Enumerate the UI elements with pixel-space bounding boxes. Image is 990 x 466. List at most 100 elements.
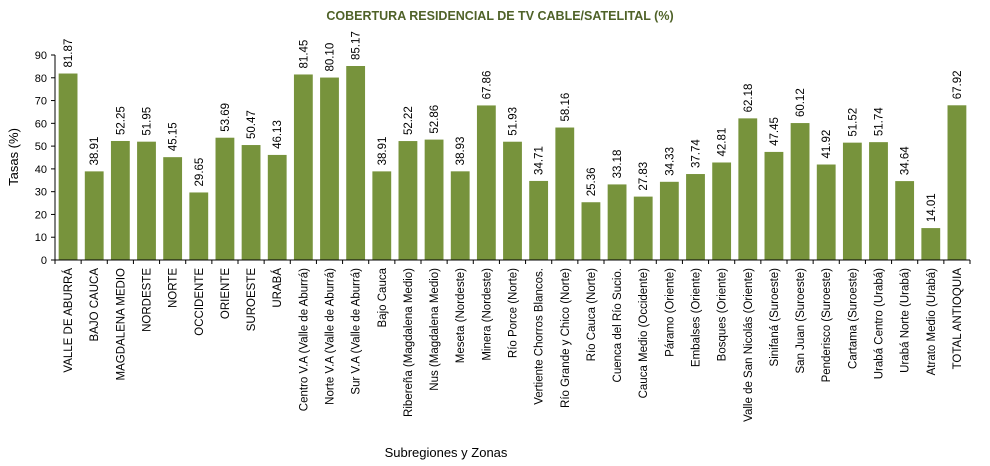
x-tick-label: Valle de San Nicolás (Oriente) xyxy=(743,268,755,422)
x-tick-label: NORTE xyxy=(168,268,180,308)
data-label: 67.92 xyxy=(952,71,964,100)
data-label: 25.36 xyxy=(586,167,598,196)
y-tick-label: 10 xyxy=(35,232,47,244)
x-tick-label: Río Cauca (Norte) xyxy=(586,268,598,361)
x-tick-label: Bajo Cauca xyxy=(377,267,389,327)
x-tick-label: Bosques (Oriente) xyxy=(717,268,729,361)
bar xyxy=(215,137,235,260)
bar xyxy=(58,73,78,260)
data-label: 34.33 xyxy=(664,147,676,176)
data-label: 27.83 xyxy=(638,162,650,191)
bar xyxy=(581,202,601,260)
x-tick-label: Sur V.A (Valle de Aburrá) xyxy=(351,268,363,395)
data-label: 14.01 xyxy=(926,193,938,222)
bar xyxy=(738,118,758,261)
data-label: 46.13 xyxy=(272,120,284,149)
value-labels: 81.87 38.91 52.25 51.95 45.15 29.65 53.69 50.47… xyxy=(63,31,964,222)
bar xyxy=(163,157,183,260)
bar xyxy=(503,141,522,260)
bar xyxy=(712,162,732,260)
x-tick-label: Minera (Nordeste) xyxy=(481,268,493,361)
bar xyxy=(137,141,156,260)
data-label: 52.22 xyxy=(403,106,415,135)
data-label: 41.92 xyxy=(821,130,833,159)
bar xyxy=(921,228,941,260)
bar xyxy=(424,139,444,260)
bar xyxy=(398,141,418,260)
data-label: 51.52 xyxy=(847,108,859,137)
x-tick-label: NORDESTE xyxy=(142,268,154,332)
bar xyxy=(372,171,392,260)
x-tick-label: BAJO CAUCA xyxy=(89,268,101,342)
data-label: 60.12 xyxy=(795,88,807,117)
data-label: 67.86 xyxy=(481,71,493,100)
data-label: 33.18 xyxy=(612,150,624,179)
data-label: 38.93 xyxy=(455,137,467,166)
x-tick-label: TOTAL ANTIOQUIA xyxy=(952,268,964,370)
bar xyxy=(790,123,810,260)
x-tick-label: Cauca Medio (Occidente) xyxy=(638,268,650,399)
data-label: 34.64 xyxy=(900,146,912,175)
x-tick-label: Penderisco (Suroeste) xyxy=(821,268,833,383)
x-tick-label: Atrato Medio (Urabá) xyxy=(926,268,938,376)
data-label: 81.87 xyxy=(63,39,75,68)
x-axis: VALLE DE ABURRÁ BAJO CAUCA MAGDALENA MEDIO… xyxy=(54,259,971,422)
chart-title: COBERTURA RESIDENCIAL DE TV CABLE/SATELI… xyxy=(326,9,673,23)
x-tick-label: Urabá Centro (Urabá) xyxy=(874,268,886,379)
x-tick-label: Río Grande y Chico (Norte) xyxy=(560,268,572,408)
data-label: 45.15 xyxy=(168,122,180,151)
bar xyxy=(241,145,261,260)
bar xyxy=(476,105,496,261)
bar xyxy=(293,74,313,260)
x-tick-label: Meseta (Nordeste) xyxy=(455,268,467,363)
x-axis-title: Subregiones y Zonas xyxy=(385,445,508,460)
x-tick-label: MAGDALENA MEDIO xyxy=(115,268,127,381)
data-label: 58.16 xyxy=(560,93,572,122)
x-tick-label: Sinifaná (Suroeste) xyxy=(769,268,781,367)
data-label: 52.25 xyxy=(115,106,127,135)
bar xyxy=(659,181,679,260)
bar xyxy=(84,171,104,260)
x-tick-label: Cuenca del Río Sucio. xyxy=(612,268,624,382)
x-tick-label: URABÁ xyxy=(271,268,284,308)
bars xyxy=(58,66,967,261)
data-label: 34.71 xyxy=(534,146,546,175)
data-label: 81.45 xyxy=(298,40,310,69)
bar xyxy=(633,196,653,260)
data-label: 38.91 xyxy=(377,137,389,166)
data-label: 42.81 xyxy=(717,128,729,157)
y-axis-title: Tasas (%) xyxy=(6,128,21,186)
bar xyxy=(764,151,784,260)
data-label: 37.74 xyxy=(691,139,703,168)
y-tick-label: 60 xyxy=(35,118,47,130)
data-label: 52.86 xyxy=(429,105,441,134)
bar xyxy=(869,142,888,260)
bar xyxy=(110,140,130,260)
data-label: 51.93 xyxy=(508,107,520,136)
y-tick-label: 70 xyxy=(35,96,47,108)
data-label: 51.74 xyxy=(874,107,886,136)
y-tick-label: 80 xyxy=(35,73,47,85)
data-label: 80.10 xyxy=(325,43,337,72)
x-tick-label: Norte V.A (Valle de Aburrá) xyxy=(325,268,337,405)
bar xyxy=(320,77,339,260)
x-tick-label: VALLE DE ABURRÁ xyxy=(62,268,75,373)
bar xyxy=(267,154,287,260)
x-tick-label: Urabá Norte (Urabá) xyxy=(900,268,912,373)
y-tick-label: 40 xyxy=(35,164,47,176)
x-tick-label: Centro V.A (Valle de Aburrá) xyxy=(298,268,310,411)
y-axis: 0 10 20 30 40 50 60 70 80 90 xyxy=(35,50,56,267)
data-label: 38.91 xyxy=(89,137,101,166)
data-label: 50.47 xyxy=(246,110,258,139)
bar xyxy=(189,192,209,260)
data-label: 53.69 xyxy=(220,103,232,132)
y-tick-label: 90 xyxy=(35,50,47,62)
x-tick-label: SUROESTE xyxy=(246,268,258,332)
data-label: 47.45 xyxy=(769,117,781,146)
data-label: 62.18 xyxy=(743,84,755,113)
bar xyxy=(816,164,836,260)
bar xyxy=(895,181,915,260)
y-tick-label: 20 xyxy=(35,209,47,221)
